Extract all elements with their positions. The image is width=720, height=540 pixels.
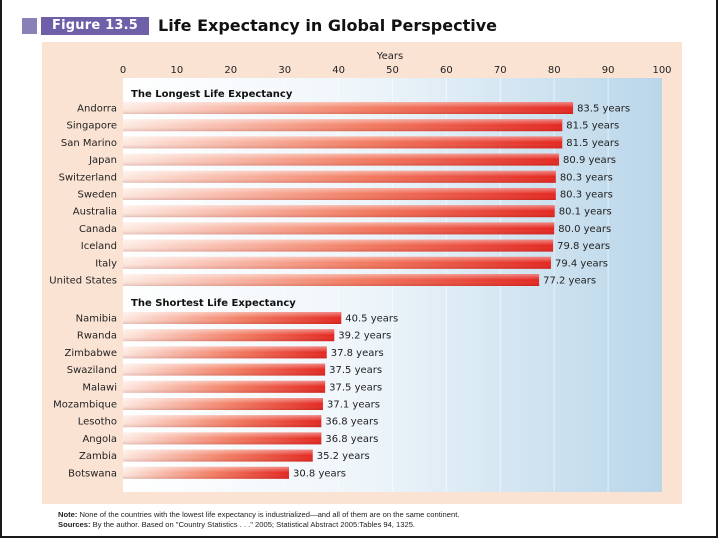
x-tick-label: 60 [440,65,453,76]
x-axis-title: Years [376,51,403,62]
value-label: 80.0 years [558,224,611,235]
note-line: Note: None of the countries with the low… [58,510,459,520]
x-tick-label: 50 [386,65,399,76]
category-label: Sweden [77,190,117,201]
bar-shading [123,329,335,342]
category-label: Japan [88,155,117,166]
section-header: The Longest Life Expectancy [131,89,293,100]
category-label: Iceland [81,241,117,252]
value-label: 36.8 years [325,417,378,428]
value-label: 36.8 years [325,434,378,445]
category-label: Namibia [76,314,117,325]
bar-shading [123,274,540,286]
x-tick-label: 70 [494,65,507,76]
x-tick-label: 100 [652,65,671,76]
category-label: Andorra [77,104,117,115]
value-label: 83.5 years [577,104,630,115]
bar-shading [123,432,322,445]
value-label: 80.3 years [560,190,613,201]
bar-shading [123,153,560,166]
value-label: 37.5 years [329,382,382,393]
category-label: Botswana [68,468,117,479]
value-label: 77.2 years [543,276,596,287]
sources-label: Sources: [58,520,91,529]
bar-shading [123,398,323,410]
value-label: 37.8 years [331,348,384,359]
x-tick-label: 0 [120,65,126,76]
sources-text: By the author. Based on "Country Statist… [92,520,416,529]
bar-shading [123,136,563,149]
category-label: Mozambique [53,400,117,411]
bar-shading [123,102,574,114]
category-label: Lesotho [78,417,117,428]
category-label: Rwanda [77,331,117,342]
value-label: 79.8 years [557,241,610,252]
value-label: 81.5 years [566,138,619,149]
bar-shading [123,380,326,393]
figure-header: Figure 13.5 Life Expectancy in Global Pe… [22,14,702,38]
figure-label: Figure 13.5 [41,17,149,35]
category-label: Switzerland [59,172,117,183]
bar-shading [123,170,556,183]
bar-shading [123,188,556,200]
bar-shading [123,449,313,462]
bar-shading [123,312,342,324]
category-label: Zimbabwe [64,348,117,359]
value-label: 81.5 years [566,121,619,132]
category-label: Canada [79,224,117,235]
bar-shading [123,256,551,269]
category-label: San Marino [61,138,117,149]
category-label: Swaziland [67,365,117,376]
category-label: United States [49,276,117,287]
value-label: 80.1 years [559,207,612,218]
value-label: 79.4 years [555,258,608,269]
section-header: The Shortest Life Expectancy [131,298,296,309]
value-label: 80.3 years [560,172,613,183]
bar-shading [123,466,290,479]
sources-line: Sources: By the author. Based on "Countr… [58,520,459,530]
category-label: Singapore [67,121,117,132]
x-tick-label: 30 [278,65,291,76]
figure-marker [22,18,37,34]
chart-marks: 0 10 20 30 40 50 60 70 80 90 100 The Longest Life E… [49,65,671,479]
figure-title: Life Expectancy in Global Perspective [158,16,497,35]
figure-notes: Note: None of the countries with the low… [58,510,459,530]
value-label: 30.8 years [293,468,346,479]
value-label: 35.2 years [317,451,370,462]
x-tick-label: 20 [224,65,237,76]
x-tick-label: 80 [548,65,561,76]
x-tick-label: 90 [602,65,615,76]
category-label: Australia [73,207,117,218]
x-tick-label: 10 [171,65,184,76]
value-label: 37.5 years [329,365,382,376]
x-tick-label: 40 [332,65,345,76]
category-label: Zambia [79,451,117,462]
category-label: Malawi [82,382,117,393]
value-label: 39.2 years [338,331,391,342]
bar-shading [123,239,554,252]
category-label: Angola [82,434,117,445]
value-label: 37.1 years [327,400,380,411]
bar-shading [123,415,322,428]
bar-shading [123,363,326,376]
note-text: None of the countries with the lowest li… [79,510,460,519]
note-label: Note: [58,510,78,519]
bar-shading [123,222,555,235]
bar-shading [123,205,555,218]
bar-shading [123,119,563,132]
value-label: 80.9 years [563,155,616,166]
value-label: 40.5 years [345,314,398,325]
bar-shading [123,346,327,359]
category-label: Italy [95,258,117,269]
